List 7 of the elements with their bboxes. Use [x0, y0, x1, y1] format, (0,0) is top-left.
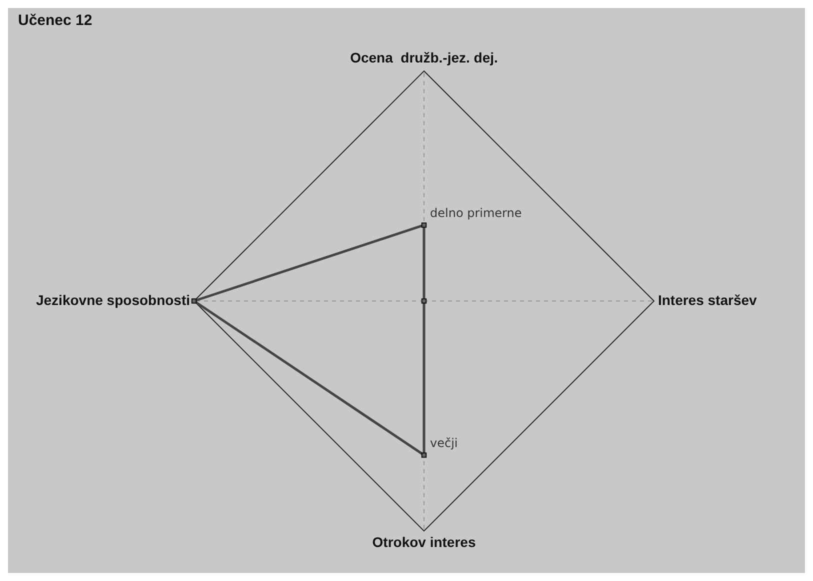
spoke-label: Interes staršev	[658, 292, 758, 308]
spoke-label: Otrokov interes	[372, 534, 476, 550]
chart-title: Učenec 12	[18, 12, 92, 30]
spoke-label: Jezikovne sposobnosti	[36, 292, 190, 308]
spoke-label: Ocena družb.-jez. dej.	[350, 49, 498, 66]
text: večji	[430, 436, 458, 450]
text: delno primerne	[430, 206, 522, 220]
